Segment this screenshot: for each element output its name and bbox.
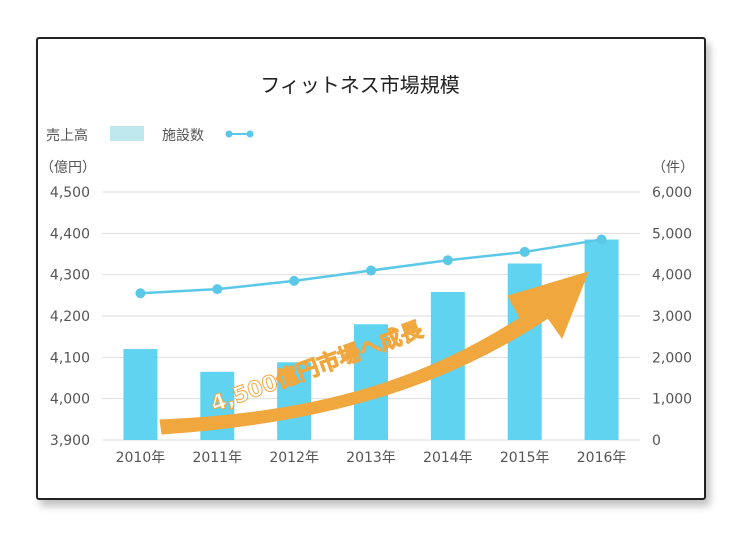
y-left-tick-label: 4,000: [50, 392, 90, 408]
y-left-tick-label: 4,100: [50, 350, 90, 366]
x-tick-label: 2012年: [269, 450, 319, 466]
y-right-tick-label: 4,000: [652, 268, 692, 284]
x-tick-label: 2014年: [423, 450, 473, 466]
point-facilities: [289, 275, 300, 286]
y-right-tick-label: 1,000: [652, 392, 692, 408]
chart-title: フィットネス市場規模: [260, 73, 460, 97]
point-facilities: [596, 234, 607, 245]
bar-sales: [354, 324, 388, 440]
legend-label-facilities: 施設数: [162, 128, 204, 144]
bar-sales: [584, 239, 619, 440]
x-tick-label: 2016年: [577, 450, 627, 466]
y-left-tick-label: 4,500: [50, 185, 90, 201]
legend-swatch-sales: [110, 126, 144, 141]
point-facilities: [212, 284, 223, 295]
bar-sales: [123, 349, 158, 440]
legend-dot-facilities-a: [225, 130, 233, 138]
y-left-tick-label: 4,400: [50, 226, 90, 242]
point-facilities: [366, 265, 376, 276]
x-tick-label: 2015年: [500, 450, 550, 466]
x-tick-label: 2010年: [116, 450, 166, 466]
y-right-tick-label: 2,000: [652, 350, 692, 366]
bar-sales: [277, 362, 312, 440]
x-tick-label: 2011年: [192, 450, 242, 466]
y-left-tick-label: 4,200: [50, 309, 90, 325]
y-left-tick-label: 4,300: [50, 268, 90, 284]
x-tick-label: 2013年: [346, 450, 396, 466]
growth-arrow: [159, 271, 589, 435]
y-right-tick-label: 5,000: [652, 226, 692, 242]
y-left-unit: （億円）: [40, 160, 96, 176]
point-facilities: [442, 255, 453, 266]
legend-dot-facilities-b: [246, 130, 254, 138]
point-facilities: [135, 288, 146, 299]
point-facilities: [519, 246, 530, 257]
legend-label-sales: 売上高: [46, 127, 88, 144]
y-right-tick-label: 6,000: [652, 185, 692, 201]
y-right-tick-label: 0: [652, 433, 661, 449]
y-right-unit: （件）: [652, 160, 694, 176]
y-left-tick-label: 3,900: [50, 433, 90, 449]
y-right-tick-label: 3,000: [652, 309, 692, 325]
